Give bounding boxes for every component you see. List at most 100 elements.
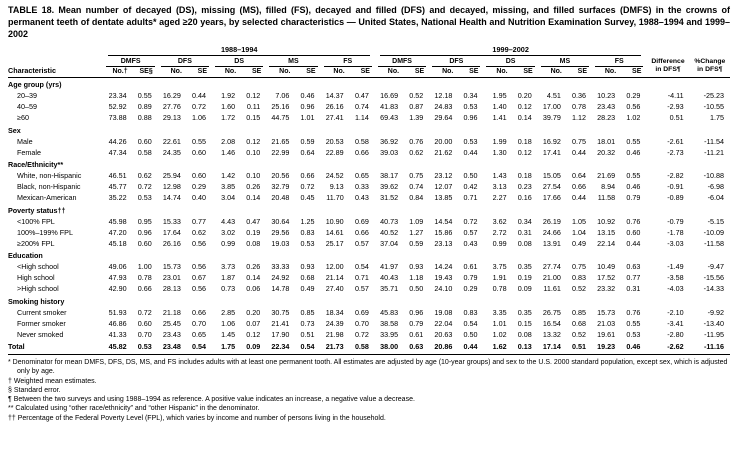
value-cell: 25.94 [162,171,181,181]
value-cell: 1.18 [409,273,424,283]
value-cell: 1.95 [492,91,507,101]
value-cell: 0.75 [572,262,586,272]
group-row: Race/Ethnicity** [8,158,730,171]
row-label: Black, non-Hispanic [17,182,81,192]
value-cell: -1.78 [667,227,684,237]
data-row: Mexican-American 35.22 0.53 14.74 0.40 3.04 0.… [8,192,730,203]
value-cell: 0.52 [572,284,586,294]
value-cell: 0.72 [137,182,152,192]
value-cell: 0.08 [517,329,532,339]
group-label: Sex [8,125,21,135]
data-row: >High school 42.90 0.66 28.13 0.56 0.73 0.06 14… [8,283,730,294]
value-cell: 29.64 [434,113,453,123]
group-label: Age group (yrs) [8,80,62,90]
se-column-header: SE [197,67,208,75]
value-cell: 1.92 [221,91,236,101]
value-cell: 18.34 [325,307,344,317]
data-row: <High school 49.06 1.00 15.73 0.56 3.73 0.26 33… [8,261,730,272]
value-cell: -11.95 [704,329,724,339]
value-cell: 45.82 [108,342,127,352]
value-cell: 0.76 [409,136,424,146]
value-cell: 29.56 [271,227,290,237]
value-cell: 0.44 [463,342,478,352]
value-cell: 1.12 [572,113,586,123]
value-cell: 0.57 [354,238,369,248]
value-cell: 47.20 [108,227,127,237]
value-cell: 0.61 [463,262,478,272]
row-label: Total [8,342,25,352]
pct-change-in-dfs-header-line: %Change [694,57,726,65]
value-cell: 1.27 [409,227,424,237]
value-cell: 0.78 [492,284,507,294]
value-cell: -2.82 [667,171,684,181]
value-cell: 73.88 [108,113,127,123]
value-cell: 23.43 [162,329,181,339]
value-cell: 24.92 [271,273,290,283]
value-cell: 35.71 [380,284,399,294]
value-cell: 19.23 [597,342,616,352]
value-cell: 0.56 [626,102,641,112]
value-cell: 1.91 [492,273,507,283]
group-row: Sex [8,123,730,136]
value-cell: 20.00 [434,136,453,146]
value-cell: 11.58 [597,193,616,203]
se-column-header: SE [414,67,425,75]
value-cell: 46.51 [108,171,127,181]
value-cell: 0.62 [409,147,424,157]
value-cell: 0.53 [463,102,478,112]
value-cell: 0.58 [137,147,152,157]
value-cell: 16.29 [162,91,181,101]
measure-header-ms: MS [538,56,592,67]
value-cell: 0.47 [354,91,369,101]
value-cell: 0.13 [517,342,532,352]
value-cell: 0.10 [246,147,261,157]
value-cell: 1.39 [409,113,424,123]
value-cell: 0.65 [354,171,369,181]
value-cell: 33.95 [380,329,399,339]
value-cell: -0.89 [667,193,684,203]
value-cell: 1.30 [492,147,507,157]
value-cell: 0.07 [246,318,261,328]
value-cell: 0.52 [572,329,586,339]
row-label: Former smoker [17,318,66,328]
value-cell: 15.73 [597,307,616,317]
value-cell: -10.55 [703,102,724,112]
no-column-header: No. [387,67,400,75]
difference-in-dfs-header-line: Difference [651,57,685,65]
value-cell: -2.80 [667,329,684,339]
value-cell: 0.35 [517,262,532,272]
value-cell: 25.17 [325,238,344,248]
group-row: Smoking history [8,294,730,307]
value-cell: 0.14 [246,273,261,283]
value-cell: 1.02 [492,329,507,339]
table-title: TABLE 18. Mean number of decayed (DS), m… [8,5,730,39]
value-cell: 22.99 [271,147,290,157]
group-label: Poverty status†† [8,205,66,215]
se-column-header: SE [360,67,370,75]
value-cell: 0.85 [572,307,586,317]
value-cell: 0.46 [300,91,315,101]
value-cell: 21.69 [597,171,616,181]
value-cell: 0.73 [221,284,236,294]
value-cell: 1.05 [572,216,586,226]
value-cell: -3.41 [667,318,684,328]
data-row: Female 47.34 0.58 24.35 0.60 1.46 0.10 22.99 0.6… [8,147,730,158]
value-cell: 0.42 [463,182,478,192]
value-cell: 0.43 [354,193,369,203]
value-cell: 21.14 [325,273,344,283]
value-cell: 20.56 [271,171,290,181]
group-label: Education [8,251,43,261]
value-cell: 23.43 [597,102,616,112]
value-cell: 1.45 [221,329,236,339]
value-cell: 0.29 [626,91,641,101]
value-cell: 3.85 [221,182,236,192]
value-cell: 0.58 [354,342,369,352]
value-cell: -11.21 [704,147,724,157]
value-cell: 0.46 [626,182,641,192]
value-cell: 1.04 [572,227,586,237]
value-cell: 0.69 [354,216,369,226]
row-label: ≥200% FPL [17,238,55,248]
value-cell: 0.09 [246,342,261,352]
value-cell: -11.58 [704,238,724,248]
value-cell: 0.44 [572,147,586,157]
